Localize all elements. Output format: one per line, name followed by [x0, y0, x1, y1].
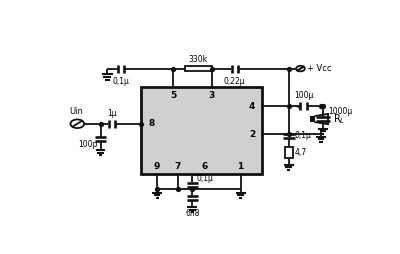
Text: 1000μ: 1000μ	[328, 107, 353, 116]
Text: 330k: 330k	[189, 55, 208, 64]
Text: 8: 8	[148, 119, 155, 128]
Text: 1μ: 1μ	[107, 109, 117, 118]
Text: 100μ: 100μ	[294, 91, 313, 100]
Text: 3: 3	[208, 91, 215, 100]
Text: 6: 6	[201, 162, 208, 171]
Text: 9: 9	[154, 162, 160, 171]
Bar	[185, 66, 212, 71]
Text: R$_L$: R$_L$	[333, 112, 346, 126]
Text: 0,1μ: 0,1μ	[294, 131, 311, 140]
Text: 4: 4	[249, 102, 255, 111]
Text: 5: 5	[170, 91, 176, 100]
Bar	[142, 87, 262, 174]
Text: 0,1μ: 0,1μ	[113, 77, 130, 86]
Text: 6n8: 6n8	[185, 209, 200, 218]
Text: 4,7: 4,7	[294, 148, 306, 157]
Text: 0,1μ: 0,1μ	[196, 174, 213, 183]
Text: 0,22μ: 0,22μ	[223, 77, 245, 86]
Text: + Vcc: + Vcc	[307, 64, 331, 73]
Bar	[285, 147, 293, 158]
Text: 7: 7	[174, 162, 181, 171]
Text: 2: 2	[249, 130, 255, 139]
Text: 100p: 100p	[78, 140, 98, 149]
Bar	[310, 116, 315, 122]
Text: 1: 1	[238, 162, 244, 171]
Text: Uin: Uin	[69, 106, 83, 116]
